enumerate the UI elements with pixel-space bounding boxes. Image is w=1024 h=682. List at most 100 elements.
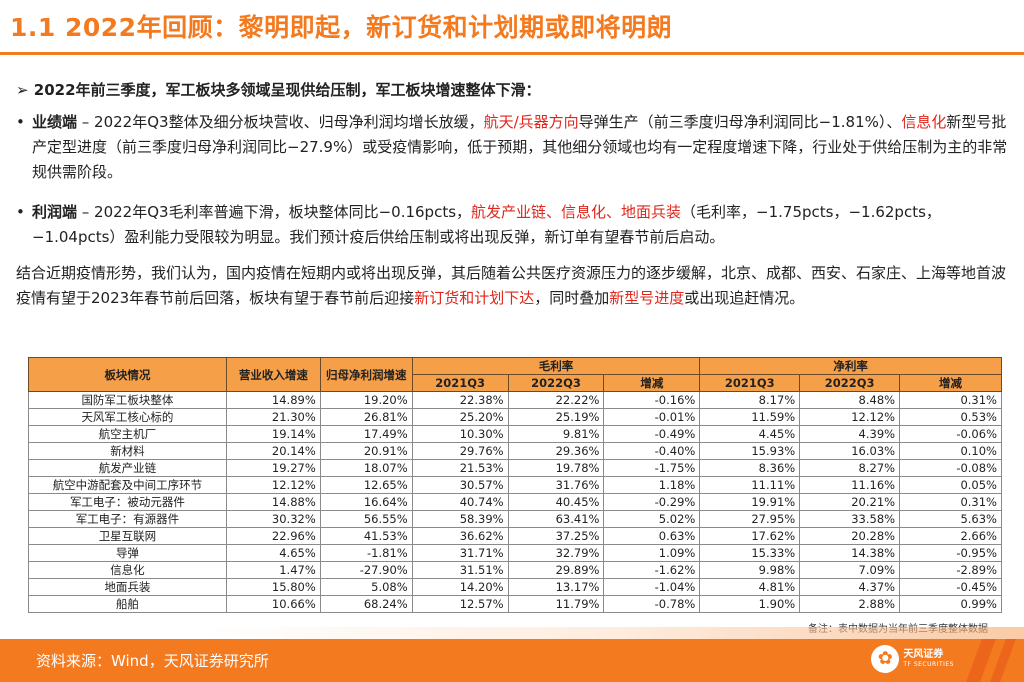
value-cell: 10.30% [411, 425, 509, 443]
header-gross-margin: 毛利率 [411, 357, 701, 375]
value-cell: 0.99% [899, 595, 1002, 613]
bullet-performance-highlight-1: 航天/兵器方向 [483, 113, 579, 131]
header-sector: 板块情况 [28, 357, 227, 392]
logo-name: 天风证券 [903, 649, 944, 660]
value-cell: 25.20% [411, 408, 509, 426]
value-cell: -1.04% [603, 578, 701, 596]
header-revenue-growth: 营业收入增速 [225, 357, 321, 392]
bullet-performance-text-2: 导弹生产（前三季度归母净利润同比−1.81%）、 [578, 113, 902, 131]
value-cell: 19.20% [319, 391, 413, 409]
value-cell: 10.66% [225, 595, 321, 613]
value-cell: -0.49% [603, 425, 701, 443]
value-cell: 13.17% [507, 578, 605, 596]
value-cell: 22.22% [507, 391, 605, 409]
header-sub: 2022Q3 [799, 374, 901, 392]
table-row: 航发产业链 19.27% 18.07% 21.53% 19.78% -1.75% 8.36%… [28, 459, 1002, 477]
footer-decoration [964, 639, 1024, 682]
title-divider [0, 52, 1024, 55]
value-cell: 31.51% [411, 561, 509, 579]
value-cell: 22.38% [411, 391, 509, 409]
bullet-performance-label: 业绩端 [32, 113, 78, 131]
sector-name-cell: 卫星互联网 [28, 527, 227, 545]
value-cell: 41.53% [319, 527, 413, 545]
summary-text-2: ，同时叠加 [534, 289, 610, 307]
summary-highlight-2: 新型号进度 [609, 289, 685, 307]
bullet-performance: • 业绩端 – 2022年Q3整体及细分板块营收、归母净利润均增长放缓，航天/兵… [16, 110, 1016, 185]
table-row: 军工电子：有源器件 30.32% 56.55% 58.39% 63.41% 5.02% 27… [28, 510, 1002, 528]
value-cell: 20.28% [799, 527, 901, 545]
source-text: 资料来源：Wind，天风证券研究所 [36, 652, 269, 670]
value-cell: 63.41% [507, 510, 605, 528]
footer-bar: 资料来源：Wind，天风证券研究所 ✿ 天风证券 TF SECURITIES [0, 639, 1024, 682]
tf-flower-icon: ✿ [871, 645, 900, 673]
value-cell: 31.76% [507, 476, 605, 494]
bullet-profit-highlight-1: 航发产业链、信息化、地面兵装 [471, 203, 682, 221]
value-cell: 12.12% [799, 408, 901, 426]
value-cell: 5.02% [603, 510, 701, 528]
value-cell: 37.25% [507, 527, 605, 545]
table-row: 天风军工核心标的 21.30% 26.81% 25.20% 25.19% -0.01% 11… [28, 408, 1002, 426]
value-cell: 14.88% [225, 493, 321, 511]
value-cell: 31.71% [411, 544, 509, 562]
value-cell: 29.36% [507, 442, 605, 460]
table-row: 地面兵装 15.80% 5.08% 14.20% 13.17% -1.04% 4.81% 4.… [28, 578, 1002, 596]
bullet-profit-text-2: （毛利率，−1.75pcts，−1.62pcts，−1.04pcts）盈利能力受… [32, 203, 941, 246]
value-cell: 12.12% [225, 476, 321, 494]
section-heading: ➢ 2022年前三季度，军工板块多领域呈现供给压制，军工板块增速整体下滑： [16, 78, 1016, 103]
value-cell: -0.16% [603, 391, 701, 409]
value-cell: 1.47% [225, 561, 321, 579]
value-cell: 0.05% [899, 476, 1002, 494]
value-cell: 29.89% [507, 561, 605, 579]
value-cell: -0.78% [603, 595, 701, 613]
header-sub: 2021Q3 [411, 374, 509, 392]
value-cell: 1.09% [603, 544, 701, 562]
value-cell: 68.24% [319, 595, 413, 613]
value-cell: 17.49% [319, 425, 413, 443]
value-cell: 18.07% [319, 459, 413, 477]
value-cell: 0.63% [603, 527, 701, 545]
sector-name-cell: 信息化 [28, 561, 227, 579]
value-cell: 40.74% [411, 493, 509, 511]
value-cell: 0.53% [899, 408, 1002, 426]
value-cell: 9.81% [507, 425, 605, 443]
table-row: 航空中游配套及中间工序环节 12.12% 12.65% 30.57% 31.76% 1.1… [28, 476, 1002, 494]
header-sub: 增减 [603, 374, 701, 392]
value-cell: 58.39% [411, 510, 509, 528]
footer-gradient [0, 627, 1024, 639]
value-cell: 33.58% [799, 510, 901, 528]
table-row: 信息化 1.47% -27.90% 31.51% 29.89% -1.62% 9.98% 7.… [28, 561, 1002, 579]
sector-name-cell: 天风军工核心标的 [28, 408, 227, 426]
value-cell: 8.27% [799, 459, 901, 477]
bullet-performance-highlight-2: 信息化 [901, 113, 947, 131]
value-cell: 8.17% [699, 391, 801, 409]
value-cell: -27.90% [319, 561, 413, 579]
value-cell: 16.03% [799, 442, 901, 460]
value-cell: 8.36% [699, 459, 801, 477]
value-cell: 7.09% [799, 561, 901, 579]
value-cell: 19.78% [507, 459, 605, 477]
value-cell: 1.90% [699, 595, 801, 613]
table-row: 军工电子：被动元器件 14.88% 16.64% 40.74% 40.45% -0.29%… [28, 493, 1002, 511]
header-profit-growth: 归母净利润增速 [319, 357, 413, 392]
value-cell: 12.65% [319, 476, 413, 494]
value-cell: 14.89% [225, 391, 321, 409]
table-row: 新材料 20.14% 20.91% 29.76% 29.36% -0.40% 15.93% 1… [28, 442, 1002, 460]
summary-highlight-1: 新订货和计划下达 [414, 289, 535, 307]
value-cell: -0.01% [603, 408, 701, 426]
table-row: 航空主机厂 19.14% 17.49% 10.30% 9.81% -0.49% 4.45% 4… [28, 425, 1002, 443]
value-cell: 12.57% [411, 595, 509, 613]
sector-name-cell: 航发产业链 [28, 459, 227, 477]
table-row: 国防军工板块整体 14.89% 19.20% 22.38% 22.22% -0.16% 8.… [28, 391, 1002, 409]
value-cell: -0.45% [899, 578, 1002, 596]
value-cell: 4.81% [699, 578, 801, 596]
value-cell: 26.81% [319, 408, 413, 426]
value-cell: 15.80% [225, 578, 321, 596]
value-cell: 4.37% [799, 578, 901, 596]
value-cell: 21.53% [411, 459, 509, 477]
value-cell: 11.11% [699, 476, 801, 494]
sector-name-cell: 国防军工板块整体 [28, 391, 227, 409]
value-cell: 4.39% [799, 425, 901, 443]
value-cell: 32.79% [507, 544, 605, 562]
value-cell: -0.40% [603, 442, 701, 460]
value-cell: 20.14% [225, 442, 321, 460]
